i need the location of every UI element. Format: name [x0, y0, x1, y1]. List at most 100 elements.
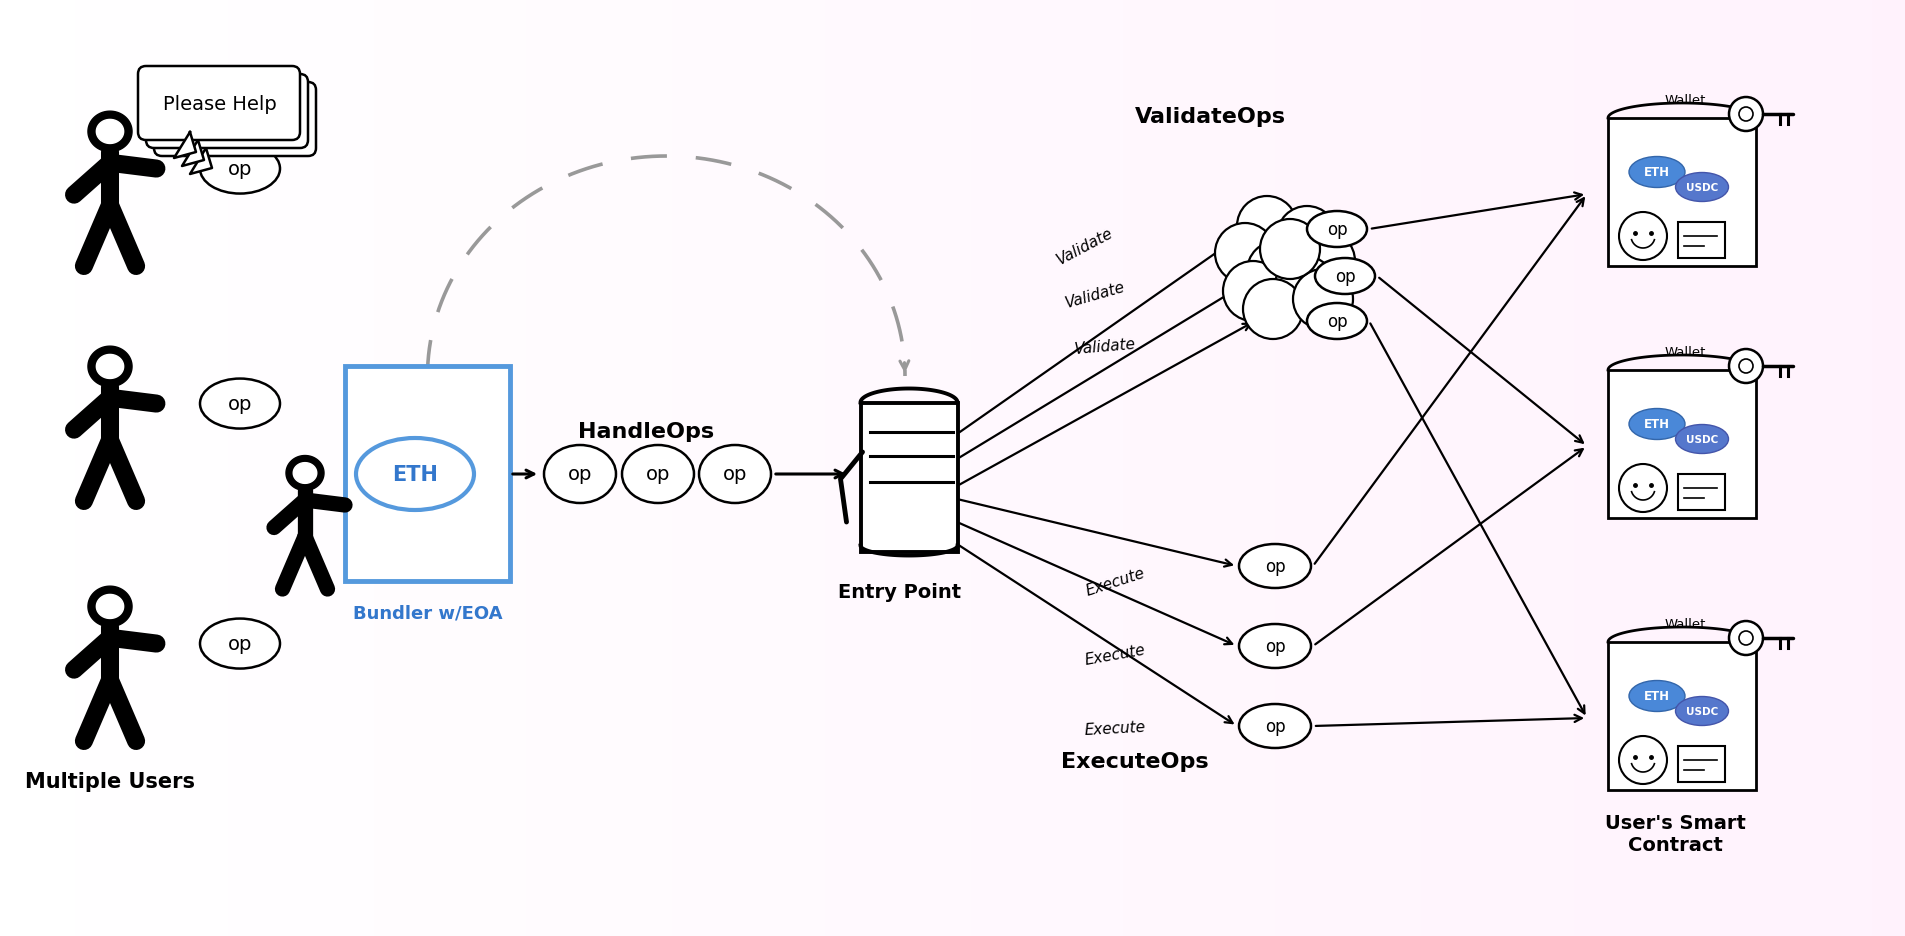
Circle shape: [1236, 197, 1297, 256]
Bar: [768, 0, 779, 936]
Polygon shape: [97, 121, 124, 144]
Bar: [1334, 0, 1345, 936]
Bar: [813, 0, 825, 936]
Bar: [1175, 0, 1187, 936]
Bar: [1714, 0, 1726, 936]
Circle shape: [1259, 220, 1320, 280]
Bar: [1092, 0, 1103, 936]
Bar: [1301, 0, 1313, 936]
Text: op: op: [229, 395, 251, 414]
Bar: [1410, 0, 1421, 936]
Bar: [1804, 0, 1815, 936]
Bar: [432, 0, 444, 936]
Bar: [166, 0, 177, 936]
Text: Validate: Validate: [1074, 336, 1137, 357]
Bar: [1339, 0, 1351, 936]
Polygon shape: [173, 133, 196, 159]
Bar: [958, 0, 970, 936]
Bar: [261, 0, 272, 936]
Bar: [724, 0, 735, 936]
Circle shape: [1730, 350, 1762, 384]
Bar: [1187, 0, 1198, 936]
Bar: [133, 0, 145, 936]
Bar: [109, 0, 120, 936]
Bar: [476, 0, 488, 936]
Bar: [1263, 0, 1274, 936]
Bar: [1835, 0, 1846, 936]
Bar: [819, 0, 831, 936]
Circle shape: [1242, 280, 1303, 340]
Bar: [343, 0, 354, 936]
Bar: [800, 0, 812, 936]
Bar: [229, 0, 240, 936]
Bar: [444, 0, 455, 936]
Bar: [1434, 0, 1446, 936]
Bar: [305, 0, 316, 936]
Text: op: op: [1265, 637, 1286, 655]
Bar: [1739, 0, 1751, 936]
Bar: [901, 0, 912, 936]
Bar: [90, 0, 101, 936]
Bar: [667, 0, 678, 936]
Bar: [1690, 0, 1701, 936]
Circle shape: [1730, 98, 1762, 132]
Bar: [825, 0, 836, 936]
Text: Please Help: Please Help: [164, 95, 276, 114]
Bar: [743, 0, 754, 936]
Ellipse shape: [623, 446, 693, 504]
Bar: [425, 0, 436, 936]
Bar: [1543, 0, 1554, 936]
Bar: [920, 0, 932, 936]
Bar: [356, 0, 368, 936]
Bar: [337, 0, 349, 936]
Bar: [1823, 0, 1835, 936]
Ellipse shape: [1307, 212, 1368, 248]
Bar: [57, 0, 69, 936]
Bar: [286, 0, 297, 936]
Polygon shape: [183, 140, 204, 167]
Bar: [991, 0, 1002, 936]
Ellipse shape: [200, 619, 280, 669]
FancyBboxPatch shape: [137, 67, 299, 140]
Bar: [114, 0, 126, 936]
Bar: [895, 0, 907, 936]
Bar: [718, 0, 730, 936]
Text: Execute: Execute: [1084, 564, 1147, 598]
Bar: [585, 0, 596, 936]
Bar: [1682, 0, 1694, 936]
Bar: [1023, 0, 1034, 936]
Bar: [1480, 0, 1492, 936]
Bar: [349, 0, 360, 936]
Bar: [1518, 0, 1530, 936]
Bar: [457, 0, 469, 936]
Bar: [210, 0, 221, 936]
Text: op: op: [229, 160, 251, 179]
FancyBboxPatch shape: [147, 75, 309, 149]
Bar: [1118, 0, 1130, 936]
Bar: [1073, 0, 1084, 936]
Bar: [330, 0, 341, 936]
Bar: [1777, 0, 1789, 936]
Ellipse shape: [1676, 425, 1728, 454]
Bar: [890, 0, 901, 936]
Bar: [1873, 0, 1884, 936]
Bar: [876, 0, 888, 936]
Bar: [928, 0, 939, 936]
Bar: [368, 0, 379, 936]
Bar: [185, 0, 196, 936]
Bar: [1537, 0, 1549, 936]
Bar: [147, 0, 158, 936]
Bar: [1499, 0, 1511, 936]
Bar: [1149, 0, 1160, 936]
Ellipse shape: [1629, 157, 1686, 188]
Circle shape: [1276, 207, 1337, 267]
Bar: [1015, 0, 1027, 936]
Bar: [1181, 0, 1193, 936]
Bar: [514, 0, 526, 936]
Ellipse shape: [1238, 624, 1311, 668]
Bar: [1815, 0, 1827, 936]
FancyBboxPatch shape: [1678, 746, 1726, 782]
Bar: [591, 0, 602, 936]
Circle shape: [1619, 464, 1667, 512]
Bar: [1391, 0, 1402, 936]
